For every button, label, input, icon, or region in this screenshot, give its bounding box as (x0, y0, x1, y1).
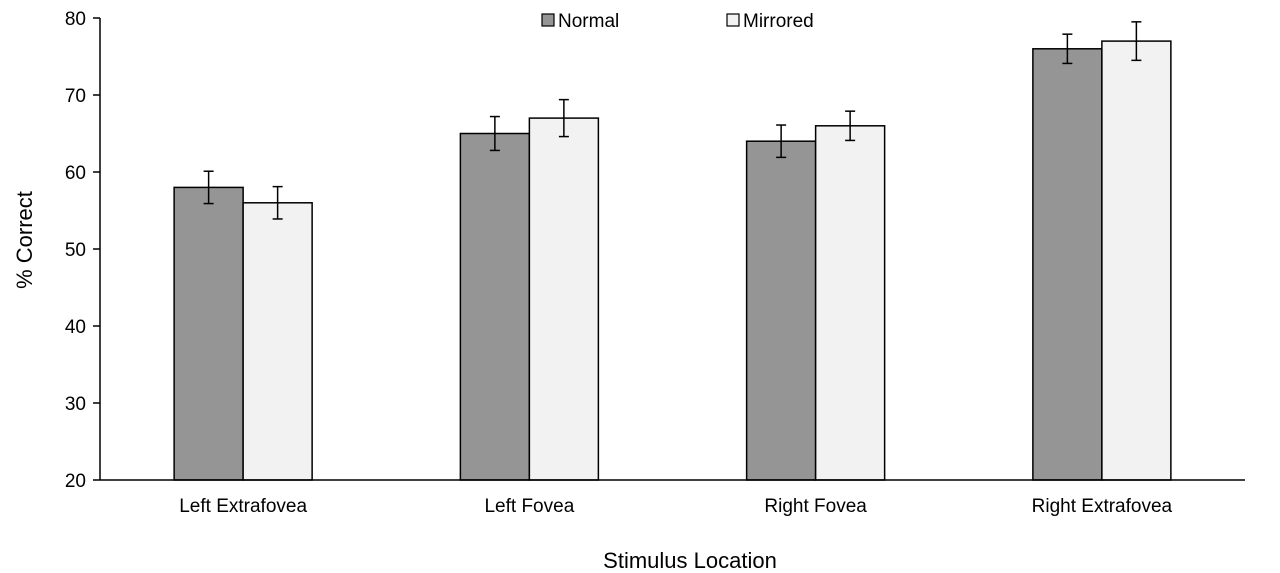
legend-swatch-normal (541, 13, 555, 27)
x-axis-title: Stimulus Location (603, 548, 777, 573)
x-tick-label: Left Fovea (484, 496, 574, 517)
bar-mirrored-1 (242, 202, 313, 481)
bar-normal-3 (745, 140, 817, 481)
y-tick-label: 20 (65, 471, 86, 492)
bar-normal-1 (173, 186, 244, 481)
legend-label-mirrored: Mirrored (743, 11, 814, 32)
legend-label-normal: Normal (558, 11, 619, 32)
x-axis-tick-labels: Left Extrafovea Left Fovea Right Fovea Righ… (179, 496, 1172, 517)
y-tick-label: 30 (65, 394, 86, 415)
legend-swatch-mirrored (726, 13, 740, 27)
y-tick-label: 40 (65, 317, 86, 338)
bar-mirrored-2 (528, 117, 600, 481)
y-axis-title: % Correct (12, 191, 37, 289)
x-tick-label: Right Fovea (764, 496, 867, 517)
bar-group (173, 40, 1172, 481)
bar-normal-2 (459, 132, 531, 481)
x-tick-label: Left Extrafovea (179, 496, 307, 517)
y-tick-label: 60 (65, 163, 86, 184)
bar-normal-4 (1032, 48, 1103, 481)
x-tick-label: Right Extrafovea (1032, 496, 1173, 517)
y-tick-label: 80 (65, 9, 86, 30)
y-tick-label: 50 (65, 240, 86, 261)
bar-mirrored-4 (1101, 40, 1172, 481)
y-tick-label: 70 (65, 86, 86, 107)
error-bar-group (203, 21, 1142, 220)
legend: Normal Mirrored (541, 11, 814, 32)
y-axis-ticks: 20 30 40 50 60 70 80 (65, 9, 100, 492)
bar-mirrored-3 (814, 125, 886, 481)
